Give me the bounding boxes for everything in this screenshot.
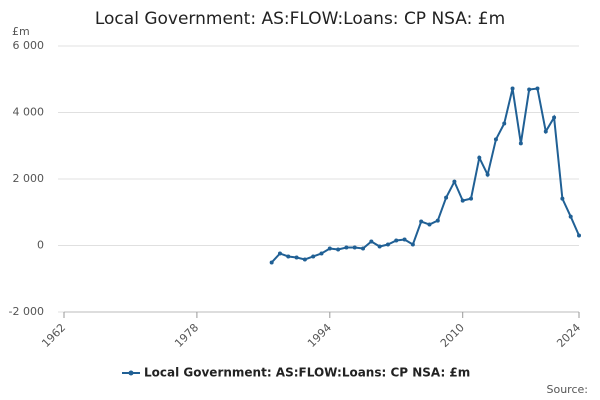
point	[385, 242, 390, 247]
point	[327, 246, 332, 251]
point	[535, 86, 540, 91]
chart-title: Local Government: AS:FLOW:Loans: CP NSA:…	[95, 9, 505, 29]
point	[469, 196, 474, 201]
legend-label: Local Government: AS:FLOW:Loans: CP NSA:…	[144, 366, 470, 380]
y-tick-label: 4 000	[13, 106, 45, 119]
source: Source:	[547, 383, 589, 396]
y-unit: £m	[12, 25, 30, 38]
point	[319, 251, 324, 256]
point	[336, 247, 341, 252]
point	[485, 172, 490, 177]
point	[577, 233, 581, 238]
x-tick-label: 2010	[438, 321, 467, 350]
point	[502, 121, 507, 126]
point	[510, 86, 515, 91]
point	[460, 198, 465, 203]
point	[269, 260, 274, 265]
point	[344, 245, 349, 250]
point	[369, 239, 374, 244]
point	[477, 155, 482, 160]
point	[552, 115, 557, 120]
x-tick-label: 1978	[172, 321, 201, 350]
point	[419, 219, 424, 224]
point	[543, 129, 548, 134]
point	[394, 238, 399, 243]
y-tick-label: -2 000	[9, 305, 44, 318]
point	[410, 242, 415, 247]
x-tick-label: 1962	[39, 321, 68, 350]
point	[444, 195, 449, 200]
point	[277, 251, 282, 256]
point	[427, 222, 432, 227]
point	[352, 245, 357, 250]
point	[452, 179, 457, 184]
y-tick-label: 6 000	[13, 39, 45, 52]
point	[377, 244, 382, 249]
point	[294, 255, 299, 260]
point	[560, 196, 565, 201]
point	[286, 254, 291, 259]
point	[568, 214, 573, 219]
x-tick-label: 2024	[554, 321, 583, 350]
point	[402, 237, 407, 242]
y-tick-label: 0	[37, 239, 44, 252]
point	[518, 141, 523, 146]
y-tick-label: 2 000	[13, 172, 45, 185]
line	[270, 87, 580, 264]
point	[302, 257, 307, 262]
point	[493, 137, 498, 142]
point	[361, 246, 366, 251]
point	[435, 218, 440, 223]
x-tick-label: 1994	[305, 321, 334, 350]
legend-marker	[128, 370, 134, 376]
point	[527, 87, 532, 92]
point	[311, 254, 316, 259]
